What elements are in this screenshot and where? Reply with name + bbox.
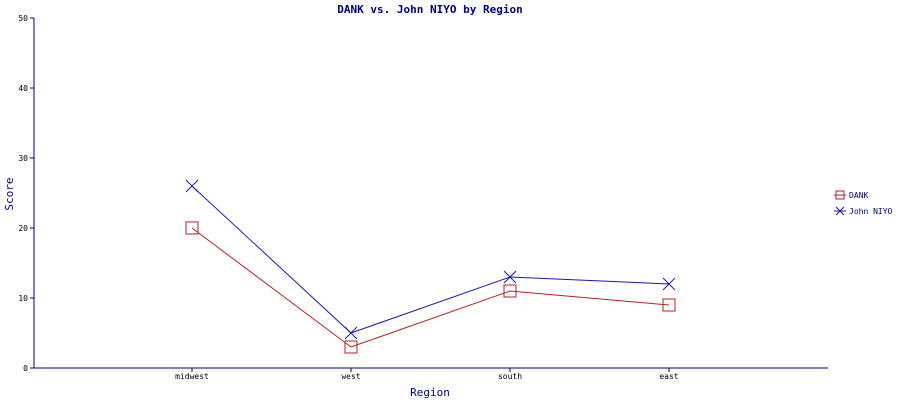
legend-label-john-niyo: John NIYO <box>849 207 893 216</box>
data-point-john-niyo-midwest <box>185 179 199 193</box>
x-axis-title: Region <box>410 386 450 399</box>
y-axis-ticks: 0 10 20 30 40 50 <box>18 14 34 373</box>
legend-item-dank: DANK <box>834 190 868 200</box>
x-tick-label-south: south <box>498 372 522 381</box>
chart-title: DANK vs. John NIYO by Region <box>337 3 522 16</box>
data-point-john-niyo-south <box>503 270 517 284</box>
axes <box>33 18 828 369</box>
series-john-niyo <box>185 179 676 340</box>
y-tick-label: 50 <box>18 14 28 23</box>
y-tick-label: 20 <box>18 224 28 233</box>
x-tick-label-east: east <box>659 372 678 381</box>
y-axis-title: Score <box>3 177 16 210</box>
data-point-dank-midwest <box>185 221 199 235</box>
legend: DANK John NIYO <box>834 190 893 216</box>
legend-label-dank: DANK <box>849 191 868 200</box>
y-tick-label: 0 <box>23 364 28 373</box>
x-axis-ticks: midwest west south east <box>175 368 679 381</box>
data-point-dank-west <box>344 340 358 354</box>
legend-marker-dank <box>835 190 845 200</box>
y-tick-label: 40 <box>18 84 28 93</box>
series-dank <box>185 221 676 354</box>
y-tick-label: 10 <box>18 294 28 303</box>
data-point-dank-east <box>662 298 676 312</box>
data-point-john-niyo-west <box>344 326 358 340</box>
x-tick-label-west: west <box>341 372 360 381</box>
x-tick-label-midwest: midwest <box>175 372 209 381</box>
legend-marker-john-niyo <box>835 206 845 216</box>
series-group <box>185 179 676 354</box>
legend-item-john-niyo: John NIYO <box>834 206 893 216</box>
data-point-dank-south <box>503 284 517 298</box>
series-line-john-niyo <box>191 185 670 334</box>
data-point-john-niyo-east <box>662 277 676 291</box>
y-tick-label: 30 <box>18 154 28 163</box>
series-line-dank <box>191 227 670 348</box>
